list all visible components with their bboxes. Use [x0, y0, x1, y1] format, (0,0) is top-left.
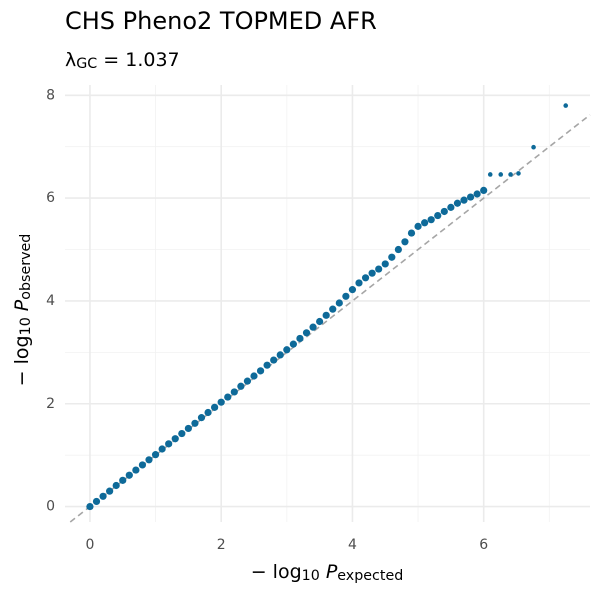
point	[480, 186, 488, 194]
point	[302, 329, 311, 337]
point	[263, 361, 271, 369]
point	[211, 403, 219, 411]
point	[86, 502, 94, 511]
point	[563, 103, 569, 108]
point	[498, 172, 504, 177]
point	[401, 238, 409, 246]
point	[473, 190, 481, 198]
point	[171, 435, 179, 443]
point	[414, 222, 422, 230]
point	[460, 196, 468, 204]
point	[355, 279, 363, 287]
point	[138, 461, 147, 469]
point	[106, 487, 114, 495]
point	[531, 144, 536, 150]
point	[92, 497, 101, 506]
label-part: − log	[251, 561, 302, 583]
series	[86, 103, 569, 511]
point	[270, 356, 278, 364]
y-axis-label: − log10 Pobserved	[11, 234, 35, 387]
x-tick-label: 6	[479, 537, 488, 553]
point	[158, 445, 166, 453]
point	[466, 193, 475, 201]
point	[217, 398, 225, 406]
point	[184, 424, 192, 433]
point	[508, 172, 513, 177]
y-tick-label: 0	[46, 499, 55, 515]
point	[204, 408, 212, 417]
label-part: = 1.037	[97, 49, 179, 71]
point	[289, 340, 297, 348]
label-part: λ	[65, 49, 76, 71]
label-part: 10	[18, 317, 34, 335]
grid	[65, 85, 590, 522]
point	[368, 269, 376, 277]
point	[197, 414, 206, 422]
point	[125, 471, 133, 479]
point	[191, 419, 199, 427]
point	[112, 481, 120, 490]
label-part: GC	[76, 56, 97, 72]
x-tick-label: 4	[348, 537, 357, 553]
point	[440, 207, 448, 216]
point	[243, 377, 252, 385]
point	[165, 440, 173, 448]
point	[237, 382, 245, 390]
y-tick-label: 4	[46, 293, 55, 309]
point	[230, 388, 238, 396]
y-tick-label: 8	[46, 87, 55, 103]
point	[453, 199, 462, 207]
point	[322, 311, 330, 319]
chart-title: CHS Pheno2 TOPMED AFR	[65, 7, 377, 35]
point	[388, 253, 396, 261]
y-tick-label: 6	[46, 190, 55, 206]
point	[283, 346, 291, 354]
point	[516, 171, 521, 176]
point	[329, 305, 337, 313]
point	[434, 211, 442, 220]
point	[421, 219, 429, 227]
point	[427, 216, 435, 224]
label-part: − log	[11, 335, 33, 386]
label-part: observed	[18, 234, 34, 300]
point	[316, 317, 324, 326]
point	[132, 466, 140, 474]
label-part: P	[11, 299, 33, 317]
point	[381, 260, 389, 268]
point	[487, 172, 493, 177]
point	[447, 203, 455, 211]
point	[178, 429, 186, 438]
point	[342, 292, 350, 300]
point	[309, 323, 317, 331]
point	[224, 393, 232, 401]
label-part: 10	[302, 568, 320, 584]
point	[348, 286, 357, 294]
point	[119, 476, 127, 484]
point	[361, 274, 370, 282]
x-axis-label: − log10 Pexpected	[251, 561, 404, 585]
point	[335, 299, 343, 307]
point	[145, 456, 153, 464]
label-part: P	[320, 561, 338, 583]
x-tick-label: 0	[85, 537, 94, 553]
y-tick-label: 2	[46, 396, 55, 412]
point	[407, 229, 416, 237]
x-tick-label: 2	[217, 537, 226, 553]
point	[250, 372, 258, 380]
point	[394, 245, 402, 254]
point	[296, 334, 304, 343]
point	[151, 451, 160, 459]
chart-subtitle: λGC = 1.037	[65, 49, 180, 73]
point	[276, 351, 284, 359]
label-part: expected	[337, 568, 403, 584]
point	[256, 367, 265, 375]
point	[99, 492, 107, 500]
point	[375, 265, 383, 273]
